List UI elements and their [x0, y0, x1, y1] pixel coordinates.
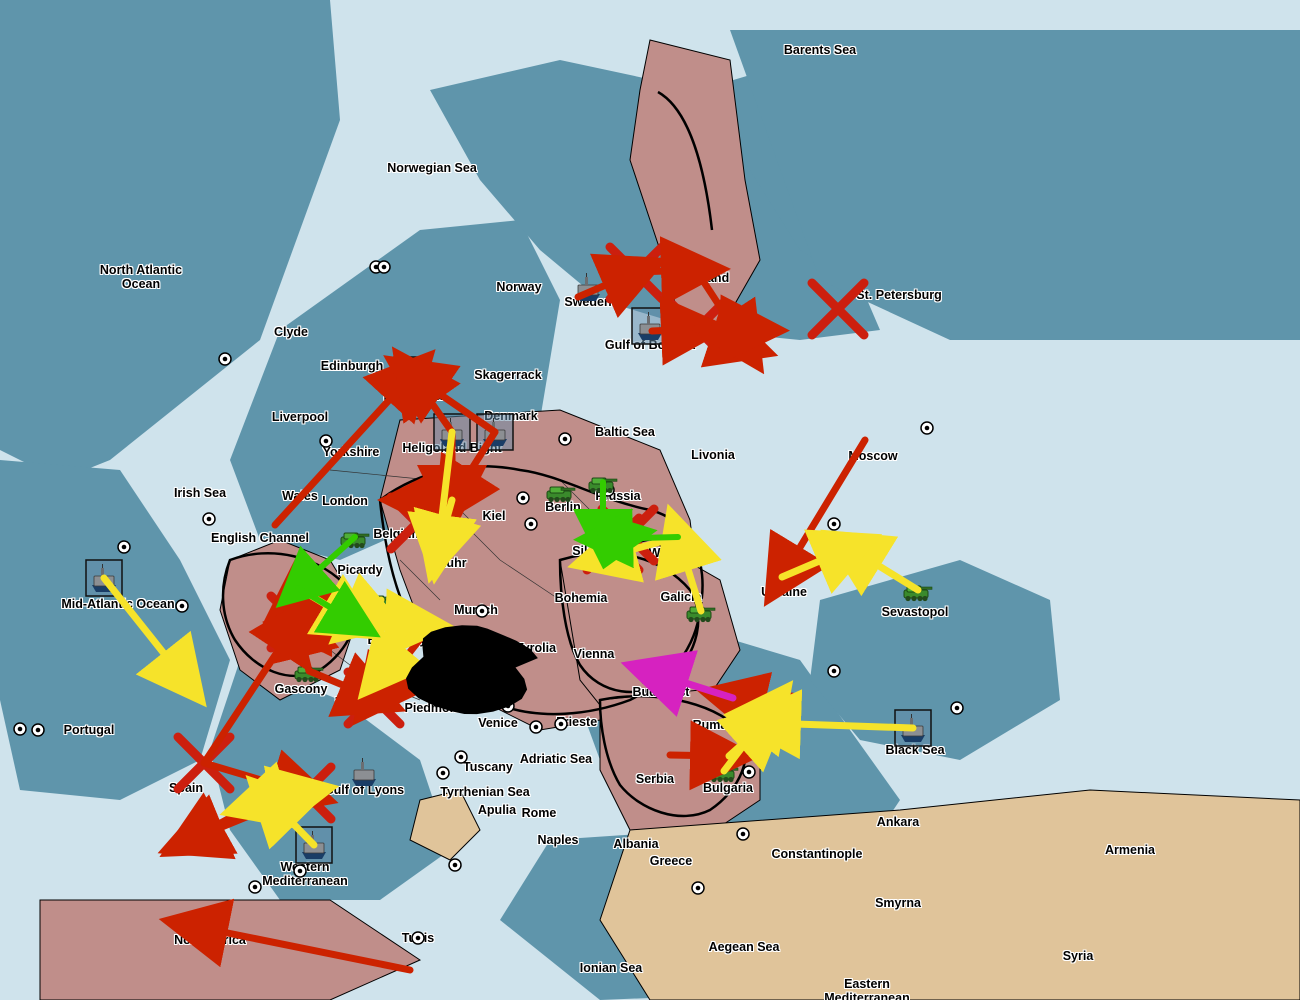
ship-icon [475, 412, 515, 452]
tank-icon [360, 659, 400, 687]
army-unit-ukraine[interactable] [762, 563, 802, 591]
fleet-unit-holland[interactable] [412, 465, 452, 505]
tank-icon [418, 536, 458, 564]
tank-icon [277, 576, 317, 604]
army-unit-ruhr[interactable] [418, 536, 458, 564]
ship-icon [568, 267, 608, 307]
tank-icon [762, 563, 802, 591]
army-unit-prussia[interactable] [583, 468, 623, 496]
tank-icon [335, 523, 375, 551]
ship-icon [432, 412, 472, 452]
army-unit-brest[interactable] [277, 576, 317, 604]
army-unit-belgium[interactable] [335, 523, 375, 551]
army-unit-burgundy[interactable] [335, 608, 375, 636]
fleet-unit-western-mediterranean[interactable] [294, 825, 334, 865]
tank-icon [541, 477, 581, 505]
tank-icon [583, 468, 623, 496]
ship-icon [294, 825, 334, 865]
ship-icon [893, 708, 933, 748]
army-unit-warsaw[interactable] [658, 523, 698, 551]
army-unit-finland[interactable] [686, 254, 726, 282]
tank-icon [583, 525, 623, 553]
ship-icon [412, 465, 452, 505]
army-unit-galicia[interactable] [681, 597, 721, 625]
fleet-unit-north-sea[interactable] [392, 355, 432, 395]
army-unit-budapest[interactable] [634, 659, 674, 687]
tank-icon [686, 254, 726, 282]
army-unit-gascony[interactable] [289, 657, 329, 685]
units-layer [0, 0, 1300, 1000]
ship-icon [392, 355, 432, 395]
ship-icon [630, 306, 670, 346]
fleet-unit-denmark[interactable] [475, 412, 515, 452]
tank-icon [634, 659, 674, 687]
fleet-unit-black-sea[interactable] [893, 708, 933, 748]
army-unit-sevastopol[interactable] [898, 576, 938, 604]
diplomacy-map: Barents Sea North Atlantic Ocean Norwegian… [0, 0, 1300, 1000]
fleet-unit-gulf-of-bothnia[interactable] [630, 306, 670, 346]
tank-icon [658, 523, 698, 551]
tank-icon [709, 742, 749, 770]
tank-icon [335, 608, 375, 636]
army-unit-north-africa[interactable] [173, 912, 213, 940]
fleet-unit-gulf-of-lyons[interactable] [344, 752, 384, 792]
ship-icon [344, 752, 384, 792]
army-unit-berlin[interactable] [541, 477, 581, 505]
army-unit-bulgaria[interactable] [709, 742, 749, 770]
tank-icon [173, 912, 213, 940]
tank-icon [681, 597, 721, 625]
ship-icon [84, 558, 124, 598]
tank-icon [713, 684, 753, 712]
fleet-unit-sweden[interactable] [568, 267, 608, 307]
army-unit-marseilles[interactable] [360, 659, 400, 687]
fleet-unit-heligoland-bight[interactable] [432, 412, 472, 452]
army-unit-silesia[interactable] [583, 525, 623, 553]
army-unit-rumania[interactable] [713, 684, 753, 712]
fleet-unit-mid-atlantic-ocean[interactable] [84, 558, 124, 598]
tank-icon [289, 657, 329, 685]
tank-icon [898, 576, 938, 604]
